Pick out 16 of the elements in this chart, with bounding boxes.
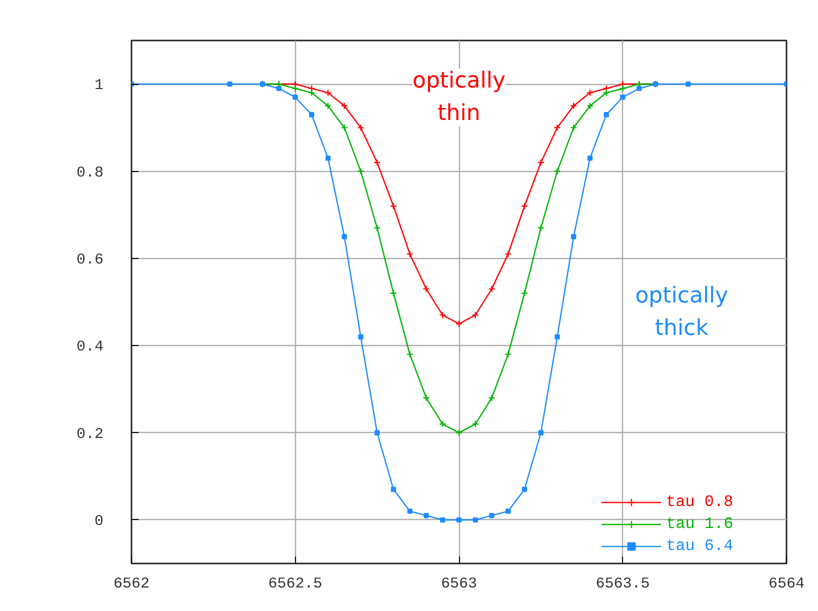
- legend-label: tau 0.8: [666, 493, 734, 511]
- y-tick-label: 0.6: [76, 251, 104, 268]
- x-tick-label: 6562: [113, 576, 150, 592]
- legend-label: tau 1.6: [666, 515, 734, 533]
- legend-label: tau 6.4: [666, 537, 734, 555]
- x-tick-label: 6564: [768, 576, 805, 592]
- annotation: optically thick: [635, 284, 728, 342]
- y-tick-label: 1: [94, 77, 104, 94]
- y-tick-label: 0.2: [76, 426, 104, 443]
- x-tick-label: 6563.5: [596, 576, 650, 592]
- y-tick-label: 0: [94, 512, 104, 530]
- y-tick-label: 0.4: [76, 338, 104, 356]
- y-tick-label: 0.8: [76, 164, 104, 182]
- annotation: optically thin: [412, 68, 506, 126]
- x-tick-label: 6563: [440, 576, 478, 592]
- x-tick-label: 6562.5: [268, 576, 322, 592]
